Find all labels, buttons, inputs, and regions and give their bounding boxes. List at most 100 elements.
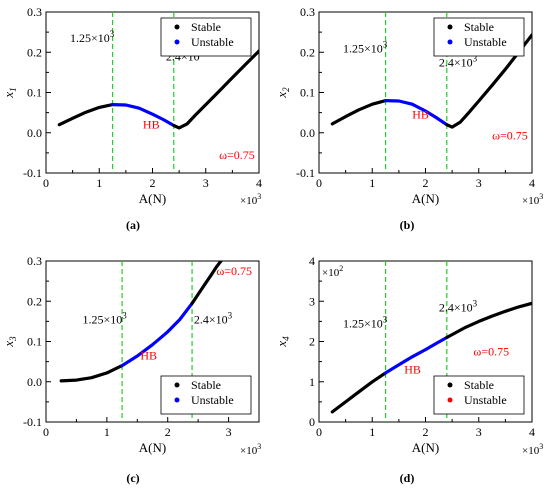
panel-caption: (d) [400,471,415,485]
panel-caption: (c) [126,471,139,485]
legend-box [160,375,252,415]
bifurcation-label: 1.25×103 [83,310,128,326]
x-tick-label: 2 [423,425,429,439]
legend-marker-unstable [174,397,180,403]
chart-panel-3: 0 1 2 3 -0.1 0.0 0.1 0.2 0.3 A(N) x3 ×103 1.25×103 2.… [1,254,261,485]
legend-marker-unstable [447,39,453,45]
y-axis-label: x1 [1,87,18,98]
x-axis-multiplier: ×103 [240,192,261,207]
y-axis-label: x3 [1,336,18,348]
series-line-stable-1 [57,103,115,127]
series-line-stable-3 [190,261,223,305]
y-tick-label: -0.1 [23,166,42,180]
x-tick-label: 0 [43,425,49,439]
x-axis-multiplier: ×103 [522,192,543,207]
x-tick-label: 1 [96,176,102,190]
legend-marker-stable [174,24,180,30]
omega-label: ω=0.75 [219,148,255,162]
legend-label-unstable: Unstable [464,35,507,49]
legend-label-unstable: Unstable [191,393,234,407]
y-tick-label: -0.1 [296,166,315,180]
y-axis-label: x4 [274,336,291,348]
x-tick-label: 0 [316,425,322,439]
legend-label-unstable: Unstable [464,393,507,407]
series-line-stable-3 [172,49,259,130]
x-axis-multiplier: ×103 [240,442,261,457]
legend-box [433,17,525,57]
y-tick-label: 0.0 [300,126,315,140]
y-tick-label: 2 [309,335,315,349]
legend-label-stable: Stable [191,378,221,392]
y-tick-label: 0.0 [27,375,42,389]
hb-label: HB [140,349,157,363]
x-tick-label: 3 [476,176,482,190]
bifurcation-label: 2.4×103 [439,298,478,314]
y-tick-label: 1 [309,375,315,389]
y-tick-label: 0.2 [27,45,42,59]
x-tick-label: 1 [369,425,375,439]
y-tick-label: 0.3 [300,5,315,19]
legend-marker-stable [447,382,453,388]
chart-panel-2: 0 1 2 3 4 -0.1 0.0 0.1 0.2 0.3 A(N) x2 ×103 1.25×103 2… [274,5,543,232]
x-axis-label: A(N) [412,440,439,455]
series-line-stable-1 [330,371,388,414]
x-axis-label: A(N) [139,191,166,206]
series-line-stable-3 [445,301,532,340]
bifurcation-label: 1.25×103 [70,29,115,45]
x-tick-label: 2 [423,176,429,190]
x-tick-label: 0 [43,176,49,190]
x-tick-label: 3 [476,425,482,439]
x-tick-label: 1 [369,176,375,190]
series-line-stable-1 [330,99,388,126]
y-tick-label: 0.2 [27,294,42,308]
series-line-unstable-2 [120,301,194,368]
x-tick-label: 1 [104,425,110,439]
legend-box [433,375,525,415]
y-tick-label: -0.1 [23,415,42,429]
x-tick-label: 0 [316,176,322,190]
x-tick-label: 2 [150,176,156,190]
x-tick-label: 2 [165,425,171,439]
bifurcation-label: 2.4×103 [439,53,478,69]
y-tick-label: 0.3 [27,5,42,19]
omega-label: ω=0.75 [492,129,528,143]
legend-label-stable: Stable [464,20,494,34]
series-line-unstable-2 [384,335,449,375]
legend-marker-unstable [447,397,453,403]
legend-marker-unstable [174,39,180,45]
y-tick-label: 0.0 [27,126,42,140]
legend-label-stable: Stable [464,378,494,392]
hb-label: HB [412,108,429,122]
omega-label: ω=0.75 [216,264,252,278]
hb-label: HB [404,363,421,377]
x-tick-label: 4 [256,176,262,190]
y-tick-label: 4 [309,254,315,268]
series-line-stable-1 [59,364,124,383]
y-tick-label: 0.1 [27,335,42,349]
panel-caption: (a) [126,218,140,232]
bifurcation-label: 1.25×103 [343,314,388,330]
series-line-unstable-2 [111,103,176,128]
y-tick-label: 0 [309,415,315,429]
chart-panel-1: 01234-0.10.00.10.20.3A(N)x1×1031.25×1032… [1,5,262,232]
legend-marker-stable [174,382,180,388]
bifurcation-label: 1.25×103 [343,39,388,55]
omega-label: ω=0.75 [473,345,509,359]
bifurcation-label: 2.4×103 [194,310,233,326]
legend-box [160,17,252,57]
y-axis-label: x2 [274,87,291,99]
panel-caption: (b) [400,218,415,232]
chart-panel-4: 0 1 2 3 4 0 1 2 3 4 A(N) x4 ×103 ×102 1.25×103 2.4×103 H… [274,254,543,485]
y-tick-label: 0.1 [27,86,42,100]
x-axis-multiplier: ×103 [522,442,543,457]
x-tick-label: 3 [203,176,209,190]
y-tick-label: 0.2 [300,45,315,59]
legend-label-stable: Stable [191,20,221,34]
x-tick-label: 4 [529,176,535,190]
legend-label-unstable: Unstable [191,35,234,49]
